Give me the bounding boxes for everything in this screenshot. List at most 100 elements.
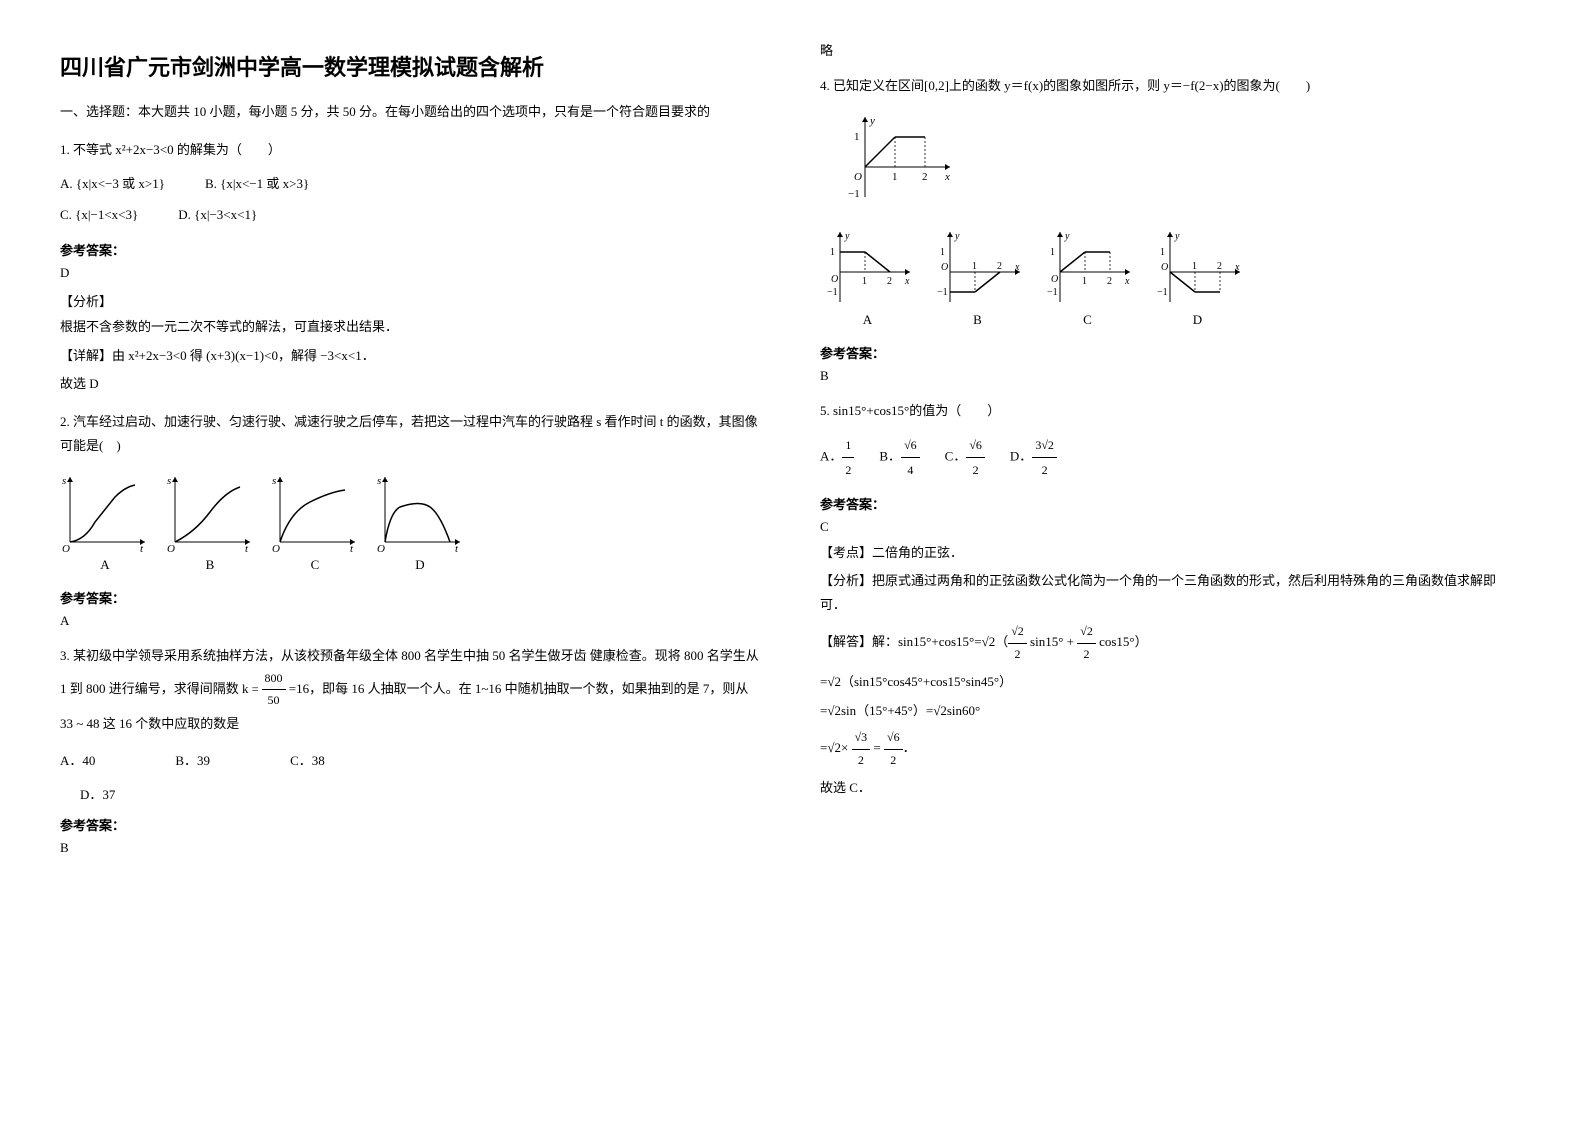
q5-jieda: 【解答】解：sin15°+cos15°=√2（√22 sin15° + √22 … — [820, 621, 1520, 665]
svg-text:2: 2 — [997, 261, 1002, 272]
q2-label-A: A — [60, 557, 150, 573]
svg-text:1: 1 — [830, 247, 835, 258]
q5-answer: C — [820, 519, 1520, 535]
svg-text:O: O — [377, 543, 385, 552]
q5-step2: =√2（sin15°cos45°+cos15°sin45°） — [820, 670, 1520, 693]
q1-detail: 【详解】由 x²+2x−3<0 得 (x+3)(x−1)<0，解得 −3<x<1… — [60, 344, 760, 367]
q4-label-B: B — [930, 312, 1025, 328]
q3-options: A．40 B．39 C．38 — [60, 750, 760, 769]
svg-text:−1: −1 — [827, 287, 838, 298]
svg-text:t: t — [455, 543, 459, 552]
q1-stem: 1. 不等式 x²+2x−3<0 的解集为（ ） — [60, 138, 760, 161]
q5-optA: A．12 — [820, 433, 854, 482]
svg-text:−1: −1 — [1047, 287, 1058, 298]
q2-stem: 2. 汽车经过启动、加速行驶、匀速行驶、减速行驶之后停车，若把这一过程中汽车的行… — [60, 410, 760, 457]
q4-graph-D: 1 1 2 −1 O x y D — [1150, 227, 1245, 328]
q2-label-B: B — [165, 557, 255, 573]
q3-extra: 略 — [820, 40, 1520, 59]
q2-graph-B: s t O B — [165, 472, 255, 573]
svg-text:y: y — [869, 115, 875, 127]
q5-step3: =√2sin（15°+45°）=√2sin60° — [820, 699, 1520, 722]
q4-label-C: C — [1040, 312, 1135, 328]
svg-text:1: 1 — [1192, 261, 1197, 272]
q1-optC: C. {x|−1<x<3} — [60, 202, 138, 228]
right-column: 略 4. 已知定义在区间[0,2]上的函数 y＝f(x)的图象如图所示，则 y＝… — [820, 40, 1520, 862]
svg-text:2: 2 — [922, 171, 928, 183]
q4-graph-C: 1 1 2 −1 O x y C — [1040, 227, 1135, 328]
svg-text:t: t — [350, 543, 354, 552]
svg-text:2: 2 — [1107, 276, 1112, 287]
q5-kaodian: 【考点】二倍角的正弦． — [820, 541, 1520, 564]
svg-text:O: O — [831, 274, 838, 285]
svg-text:t: t — [245, 543, 249, 552]
q4-graph-A: 1 1 2 −1 O x y A — [820, 227, 915, 328]
svg-text:x: x — [944, 171, 950, 183]
q4-graph-B: 1 1 2 −1 O x y B — [930, 227, 1025, 328]
svg-text:y: y — [1174, 231, 1180, 242]
section-intro: 一、选择题：本大题共 10 小题，每小题 5 分，共 50 分。在每小题给出的四… — [60, 102, 760, 123]
left-column: 四川省广元市剑洲中学高一数学理模拟试题含解析 一、选择题：本大题共 10 小题，… — [60, 40, 760, 862]
svg-text:s: s — [62, 475, 66, 487]
q3-stem: 3. 某初级中学领导采用系统抽样方法，从该校预备年级全体 800 名学生中抽 5… — [60, 644, 760, 735]
svg-text:1: 1 — [854, 131, 860, 143]
svg-text:1: 1 — [972, 261, 977, 272]
q2-answer: A — [60, 613, 760, 629]
svg-text:y: y — [954, 231, 960, 242]
q2-graph-A: s t O A — [60, 472, 150, 573]
q1-analysis: 根据不含参数的一元二次不等式的解法，可直接求出结果． — [60, 315, 760, 338]
svg-text:1: 1 — [940, 247, 945, 258]
q2-answer-label: 参考答案： — [60, 588, 760, 607]
q5-step2-text: （sin15°cos45°+cos15°sin45°） — [841, 674, 1012, 689]
q3-optC: C．38 — [290, 750, 325, 769]
q2-label-D: D — [375, 557, 465, 573]
svg-text:1: 1 — [1082, 276, 1087, 287]
svg-text:O: O — [941, 262, 948, 273]
q5-optD: D．3√22 — [1010, 433, 1057, 482]
q1-conclusion: 故选 D — [60, 372, 760, 395]
svg-text:y: y — [844, 231, 850, 242]
q4-stem: 4. 已知定义在区间[0,2]上的函数 y＝f(x)的图象如图所示，则 y＝−f… — [820, 74, 1520, 97]
svg-text:O: O — [1051, 274, 1058, 285]
svg-text:2: 2 — [1217, 261, 1222, 272]
q5-options: A．12 B．√64 C．√62 D．3√22 — [820, 433, 1520, 482]
q5-fenxi: 【分析】把原式通过两角和的正弦函数公式化简为一个角的一个三角函数的形式，然后利用… — [820, 569, 1520, 616]
svg-text:O: O — [272, 543, 280, 552]
q4-answer: B — [820, 368, 1520, 384]
svg-text:O: O — [854, 171, 862, 183]
svg-text:1: 1 — [862, 276, 867, 287]
q4-given-graph: 1 1 2 O −1 x y — [840, 112, 1520, 202]
svg-text:O: O — [62, 543, 70, 552]
q1-answer: D — [60, 265, 760, 281]
svg-text:−1: −1 — [848, 188, 860, 200]
q5-stem: 5. sin15°+cos15°的值为（ ） — [820, 399, 1520, 422]
svg-text:x: x — [904, 276, 910, 287]
q1-analysis-label: 【分析】 — [60, 291, 760, 310]
svg-text:O: O — [1161, 262, 1168, 273]
q3-optD: D．37 — [80, 784, 760, 803]
q5-step3b: sin60° — [947, 703, 980, 718]
q1-options: A. {x|x<−3 或 x>1} B. {x|x<−1 或 x>3} C. {… — [60, 171, 760, 228]
svg-text:−1: −1 — [937, 287, 948, 298]
q3-answer: B — [60, 840, 760, 856]
svg-text:1: 1 — [1050, 247, 1055, 258]
q2-graphs: s t O A s t O B — [60, 472, 760, 573]
svg-text:t: t — [140, 543, 144, 552]
q4-label-D: D — [1150, 312, 1245, 328]
q1-optB: B. {x|x<−1 或 x>3} — [205, 171, 309, 197]
svg-text:x: x — [1014, 262, 1020, 273]
svg-text:x: x — [1234, 262, 1240, 273]
q2-graph-D: s t O D — [375, 472, 465, 573]
q5-step3a: sin（15°+45°）= — [841, 703, 933, 718]
svg-text:O: O — [167, 543, 175, 552]
page-title: 四川省广元市剑洲中学高一数学理模拟试题含解析 — [60, 50, 760, 82]
q1-optA: A. {x|x<−3 或 x>1} — [60, 171, 165, 197]
q4-answer-label: 参考答案： — [820, 343, 1520, 362]
svg-text:−1: −1 — [1157, 287, 1168, 298]
q2-graph-C: s t O C — [270, 472, 360, 573]
q1-answer-label: 参考答案： — [60, 240, 760, 259]
svg-text:s: s — [377, 475, 381, 487]
q5-conclusion: 故选 C． — [820, 776, 1520, 799]
q5-answer-label: 参考答案： — [820, 494, 1520, 513]
svg-text:2: 2 — [887, 276, 892, 287]
svg-text:1: 1 — [1160, 247, 1165, 258]
